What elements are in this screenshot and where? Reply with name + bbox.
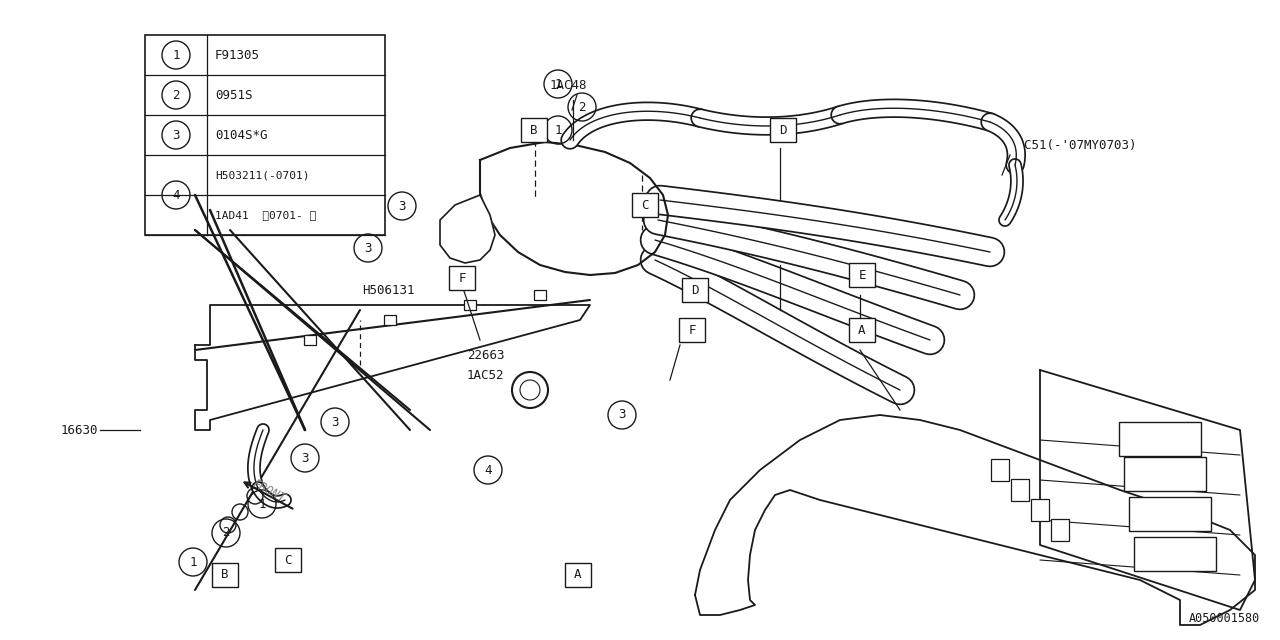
Text: C: C	[641, 198, 649, 211]
Text: 1: 1	[554, 124, 562, 136]
Text: F91305: F91305	[215, 49, 260, 61]
FancyBboxPatch shape	[1011, 479, 1029, 501]
Text: 1: 1	[173, 49, 179, 61]
FancyBboxPatch shape	[1124, 457, 1206, 491]
Text: 22663: 22663	[467, 349, 504, 362]
FancyBboxPatch shape	[1129, 497, 1211, 531]
FancyBboxPatch shape	[521, 118, 547, 142]
Text: 1: 1	[554, 77, 562, 90]
Polygon shape	[440, 195, 495, 263]
Text: 1AC48: 1AC48	[550, 79, 588, 92]
FancyBboxPatch shape	[632, 193, 658, 217]
Text: F: F	[689, 323, 696, 337]
FancyBboxPatch shape	[1051, 519, 1069, 541]
Polygon shape	[1039, 370, 1254, 610]
Text: 2: 2	[579, 100, 586, 113]
Text: 2: 2	[173, 88, 179, 102]
Text: A: A	[859, 323, 865, 337]
Text: 0104S*G: 0104S*G	[215, 129, 268, 141]
Polygon shape	[195, 305, 590, 430]
Text: A050001580: A050001580	[1189, 612, 1260, 625]
Polygon shape	[534, 290, 547, 300]
Text: E: E	[859, 269, 865, 282]
Text: D: D	[780, 124, 787, 136]
Text: 3: 3	[332, 415, 339, 429]
Text: A: A	[575, 568, 581, 582]
Polygon shape	[384, 315, 396, 325]
Text: 2: 2	[223, 527, 229, 540]
Text: B: B	[530, 124, 538, 136]
Polygon shape	[305, 335, 316, 345]
Text: 3: 3	[398, 200, 406, 212]
Polygon shape	[695, 415, 1254, 625]
FancyBboxPatch shape	[991, 459, 1009, 481]
FancyBboxPatch shape	[275, 548, 301, 572]
FancyBboxPatch shape	[1030, 499, 1050, 521]
FancyBboxPatch shape	[212, 563, 238, 587]
FancyBboxPatch shape	[449, 266, 475, 290]
FancyBboxPatch shape	[1119, 422, 1201, 456]
FancyBboxPatch shape	[849, 263, 876, 287]
FancyBboxPatch shape	[849, 318, 876, 342]
Text: H503211(-0701): H503211(-0701)	[215, 170, 310, 180]
FancyBboxPatch shape	[1134, 537, 1216, 571]
FancyBboxPatch shape	[682, 278, 708, 302]
Text: 0951S: 0951S	[215, 88, 252, 102]
Text: 16630: 16630	[60, 424, 99, 436]
Text: 1AC52: 1AC52	[467, 369, 504, 381]
Text: D: D	[691, 284, 699, 296]
Text: F: F	[458, 271, 466, 285]
Text: 1: 1	[259, 497, 266, 511]
Text: C: C	[284, 554, 292, 566]
Text: FRONT: FRONT	[250, 477, 288, 505]
Text: 3: 3	[618, 408, 626, 422]
Text: 3: 3	[365, 241, 371, 255]
Text: 1AC51(-'07MY0703): 1AC51(-'07MY0703)	[1010, 138, 1138, 152]
Polygon shape	[480, 142, 668, 275]
Text: 4: 4	[484, 463, 492, 477]
Text: 1AD41  〈0701- 〉: 1AD41 〈0701- 〉	[215, 210, 316, 220]
FancyBboxPatch shape	[771, 118, 796, 142]
Text: 1: 1	[189, 556, 197, 568]
Text: H506131: H506131	[362, 284, 415, 296]
Polygon shape	[465, 300, 476, 310]
Text: 3: 3	[301, 451, 308, 465]
FancyBboxPatch shape	[564, 563, 591, 587]
FancyBboxPatch shape	[678, 318, 705, 342]
Text: B: B	[221, 568, 229, 582]
Text: 3: 3	[173, 129, 179, 141]
Text: 4: 4	[173, 189, 179, 202]
